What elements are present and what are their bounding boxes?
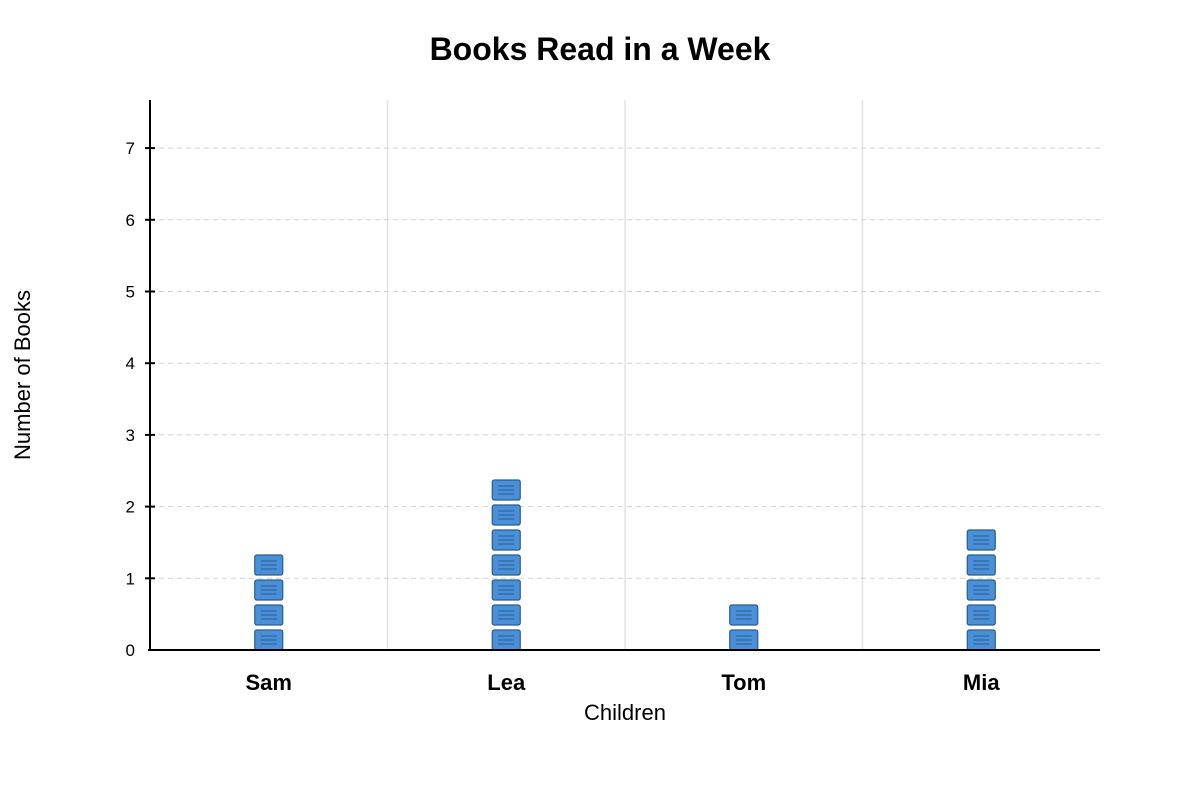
book-icon [491,629,521,651]
y-tick-label: 0 [126,641,135,660]
x-axis-label: Children [584,700,666,725]
book-icon [254,629,284,651]
y-tick-label: 7 [126,139,135,158]
grid [150,100,1100,650]
book-icon [491,554,521,576]
book-icon [729,629,759,651]
book-icon [491,579,521,601]
x-ticks: Sam Lea Tom Mia [246,670,1001,695]
y-tick-label: 4 [126,354,135,373]
chart-title: Books Read in a Week [430,31,771,67]
book-icon [966,579,996,601]
book-icon [491,479,521,501]
book-icon [254,604,284,626]
y-tick-label: 1 [126,569,135,588]
book-icon [491,504,521,526]
y-tick-label: 6 [126,211,135,230]
book-icon [254,579,284,601]
book-icon [254,554,284,576]
y-tick-label: 5 [126,283,135,302]
y-axis-label: Number of Books [10,290,35,460]
x-tick-label: Sam [246,670,292,695]
x-tick-label: Mia [963,670,1000,695]
plot-icons [254,479,996,651]
book-icon [966,604,996,626]
book-icon [966,554,996,576]
book-icon [491,529,521,551]
x-tick-label: Tom [721,670,766,695]
book-icon [966,529,996,551]
book-icon [491,604,521,626]
y-tick-label: 2 [126,498,135,517]
book-icon [729,604,759,626]
x-tick-label: Lea [487,670,526,695]
y-tick-label: 3 [126,426,135,445]
y-ticks: 0 1 2 3 4 5 6 7 [126,139,155,660]
book-icon [966,629,996,651]
